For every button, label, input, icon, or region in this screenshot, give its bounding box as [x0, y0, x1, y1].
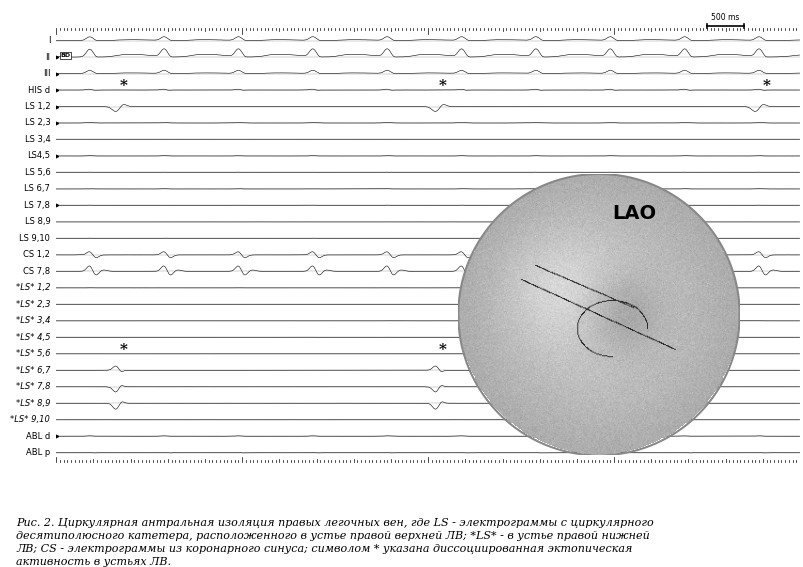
Text: LS 6,7: LS 6,7 — [24, 184, 51, 193]
Text: *: * — [438, 343, 446, 357]
Text: 500 ms: 500 ms — [711, 13, 739, 22]
Text: *LS* 1,2: *LS* 1,2 — [16, 284, 51, 293]
Text: *: * — [438, 79, 446, 94]
Text: *LS* 9,10: *LS* 9,10 — [10, 415, 51, 424]
Text: *: * — [119, 343, 127, 357]
Text: *LS* 2,3: *LS* 2,3 — [16, 300, 51, 309]
Text: I: I — [47, 36, 51, 45]
Text: *LS* 5,6: *LS* 5,6 — [16, 349, 51, 358]
Text: *LS* 4,5: *LS* 4,5 — [16, 333, 51, 342]
Text: II: II — [45, 53, 51, 62]
Text: LS 2,3: LS 2,3 — [25, 119, 51, 128]
Text: III: III — [43, 69, 51, 78]
Text: CS 7,8: CS 7,8 — [23, 267, 51, 276]
Text: LS 3,4: LS 3,4 — [25, 135, 51, 144]
Text: LS 8,9: LS 8,9 — [25, 217, 51, 226]
Text: LS 5,6: LS 5,6 — [25, 168, 51, 177]
Text: Рис. 2. Циркулярная антральная изоляция правых легочных вен, где LS - электрогра: Рис. 2. Циркулярная антральная изоляция … — [16, 518, 653, 567]
Text: *: * — [119, 79, 127, 94]
Text: LAO: LAO — [611, 204, 655, 223]
Text: *LS* 8,9: *LS* 8,9 — [16, 399, 51, 408]
Text: CS 1,2: CS 1,2 — [23, 251, 51, 259]
Text: *: * — [761, 79, 769, 94]
Text: LS4,5: LS4,5 — [27, 151, 51, 160]
Text: *LS* 7,8: *LS* 7,8 — [16, 382, 51, 391]
Text: LS 9,10: LS 9,10 — [19, 234, 51, 243]
Text: *LS* 6,7: *LS* 6,7 — [16, 366, 51, 375]
Text: LS 7,8: LS 7,8 — [24, 201, 51, 210]
Text: LS 1,2: LS 1,2 — [25, 102, 51, 111]
Text: *LS* 3,4: *LS* 3,4 — [16, 316, 51, 325]
Text: ABL d: ABL d — [26, 431, 51, 441]
Text: ABL p: ABL p — [26, 448, 51, 457]
Text: HIS d: HIS d — [28, 86, 51, 95]
Text: BD: BD — [60, 53, 70, 58]
